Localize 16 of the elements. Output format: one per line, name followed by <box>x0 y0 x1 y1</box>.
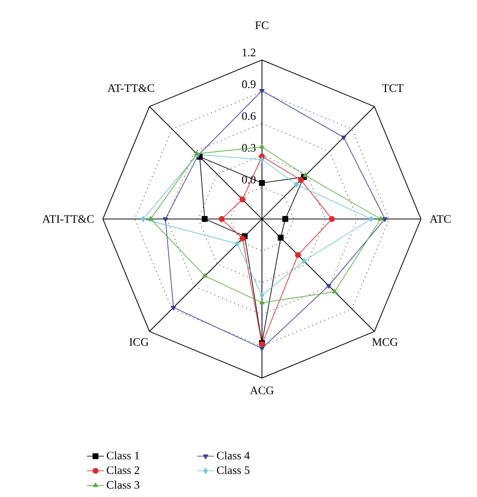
legend-label: Class 1 <box>106 451 140 460</box>
y-tick-label: 0.6 <box>242 112 256 120</box>
spoke-label: ICG <box>129 338 148 346</box>
spoke-label: ATI-TT&C <box>42 215 94 223</box>
y-tick-label: 0.9 <box>242 80 256 88</box>
spoke-label: ATC <box>430 215 451 223</box>
spoke-label: MCG <box>372 338 398 346</box>
y-tick-label: 1.2 <box>242 48 256 56</box>
spoke-label: TCT <box>382 84 404 92</box>
spoke-label: FC <box>255 21 268 30</box>
spoke-label: ACG <box>250 386 274 394</box>
legend-label: Class 2 <box>106 466 140 474</box>
legend-label: Class 5 <box>216 466 250 474</box>
legend-label: Class 3 <box>106 480 140 489</box>
legend-label: Class 4 <box>216 451 250 460</box>
spoke-label: AT-TT&C <box>108 84 154 92</box>
